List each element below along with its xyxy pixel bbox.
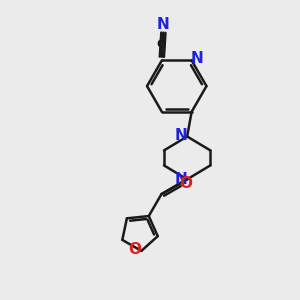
Text: O: O (128, 242, 141, 257)
Text: N: N (157, 17, 170, 32)
Text: C: C (157, 38, 166, 50)
Text: N: N (174, 128, 187, 143)
Text: O: O (180, 176, 193, 190)
Text: N: N (190, 51, 203, 66)
Text: N: N (174, 172, 187, 188)
